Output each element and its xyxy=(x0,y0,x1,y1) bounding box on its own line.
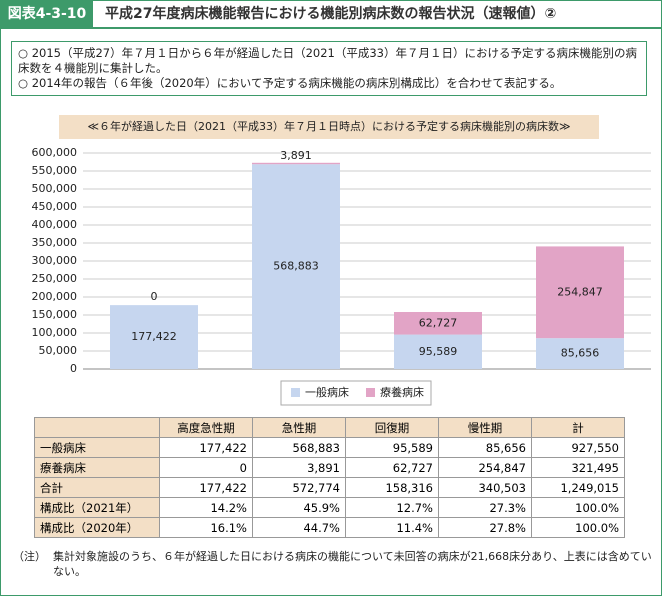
table-cell: 85,656 xyxy=(438,437,532,458)
footnote-label: （注） xyxy=(13,550,46,563)
table-cell: 321,495 xyxy=(531,457,625,478)
table-cell: 100.0% xyxy=(531,497,625,518)
table-cell: 177,422 xyxy=(159,477,253,498)
table-cell: 27.3% xyxy=(438,497,532,518)
corner-cell xyxy=(34,417,160,438)
table-cell: 14.2% xyxy=(159,497,253,518)
legend-label: 療養病床 xyxy=(380,385,424,399)
value-label: 62,727 xyxy=(419,316,458,329)
y-tick-label: 0 xyxy=(70,362,77,375)
column-header: 回復期 xyxy=(345,417,439,438)
table-cell: 340,503 xyxy=(438,477,532,498)
table-row: 構成比（2020年） 16.1% 44.7% 11.4% 27.8% 100.0% xyxy=(34,517,625,538)
table-cell: 16.1% xyxy=(159,517,253,538)
bar-segment xyxy=(394,312,482,335)
table-cell: 12.7% xyxy=(345,497,439,518)
value-label: 85,656 xyxy=(561,347,600,360)
table-cell: 254,847 xyxy=(438,457,532,478)
table-cell: 27.8% xyxy=(438,517,532,538)
value-label: 177,422 xyxy=(131,330,177,343)
row-header: 構成比（2021年） xyxy=(34,497,160,518)
column-header: 高度急性期 xyxy=(159,417,253,438)
notes: ○ 2015（平成27）年７月１日から６年が経過した日（2021（平成33）年７… xyxy=(11,41,647,96)
table-cell: 177,422 xyxy=(159,437,253,458)
legend-box xyxy=(280,380,432,406)
table-cell: 11.4% xyxy=(345,517,439,538)
bar-segment xyxy=(110,305,198,369)
row-header: 構成比（2020年） xyxy=(34,517,160,538)
table-wrap: 高度急性期 急性期 回復期 慢性期計一般病床 177,422 568,883 95,589 8… xyxy=(34,417,625,538)
value-label: 0 xyxy=(151,290,158,303)
chart-title-box xyxy=(59,115,599,139)
table-cell: 62,727 xyxy=(345,457,439,478)
y-tick-label: 350,000 xyxy=(32,236,78,249)
column-header: 計 xyxy=(531,417,625,438)
table-cell: 1,249,015 xyxy=(531,477,625,498)
bar-segment xyxy=(252,162,340,165)
note: ○ 2015（平成27）年７月１日から６年が経過した日（2021（平成33）年７… xyxy=(18,46,637,75)
y-tick-label: 400,000 xyxy=(32,218,78,231)
bar-segment xyxy=(536,246,624,339)
footnote-text: 集計対象施設のうち、６年が経過した日における病床の機能について未回答の病床が21… xyxy=(53,550,652,578)
value-label: 95,589 xyxy=(419,345,458,358)
legend-swatch xyxy=(291,388,300,397)
table-cell: 927,550 xyxy=(531,437,625,458)
y-tick-label: 300,000 xyxy=(32,254,78,267)
y-tick-label: 550,000 xyxy=(32,164,78,177)
y-tick-label: 50,000 xyxy=(39,344,78,357)
table-cell: 572,774 xyxy=(252,477,346,498)
table-row: 高度急性期 急性期 回復期 慢性期計 xyxy=(34,417,625,438)
legend-swatch xyxy=(366,388,375,397)
table-cell: 3,891 xyxy=(252,457,346,478)
y-tick-label: 450,000 xyxy=(32,200,78,213)
column-header: 慢性期 xyxy=(438,417,532,438)
footnote: （注） 集計対象施設のうち、６年が経過した日における病床の機能について未回答の病… xyxy=(13,549,653,579)
bar-segment xyxy=(536,338,624,369)
y-tick-label: 600,000 xyxy=(32,146,78,159)
value-label: 254,847 xyxy=(557,285,603,298)
table-cell: 158,316 xyxy=(345,477,439,498)
table-cell: 100.0% xyxy=(531,517,625,538)
data-table: 高度急性期 急性期 回復期 慢性期計一般病床 177,422 568,883 95,589 8… xyxy=(34,417,625,538)
bar-segment xyxy=(394,334,482,369)
table-cell: 44.7% xyxy=(252,517,346,538)
figure-title: 平成27年度病床機能報告における機能別病床数の報告状況（速報値）② xyxy=(105,6,557,22)
table-row: 一般病床 177,422 568,883 95,589 85,656 927,550 xyxy=(34,437,625,458)
figure-label: 図表4-3-10 xyxy=(1,1,93,27)
value-label: 3,891 xyxy=(280,149,312,162)
chart: ≪６年が経過した日（2021（平成33）年７月１日時点）における予定する病床機能… xyxy=(32,115,651,406)
y-tick-label: 250,000 xyxy=(32,272,78,285)
legend-label: 一般病床 xyxy=(305,385,349,399)
row-header: 合計 xyxy=(34,477,160,498)
y-tick-label: 150,000 xyxy=(32,308,78,321)
value-label: 568,883 xyxy=(273,260,319,273)
table-cell: 45.9% xyxy=(252,497,346,518)
y-tick-label: 200,000 xyxy=(32,290,78,303)
header-rule xyxy=(1,27,661,29)
row-header: 一般病床 xyxy=(34,437,160,458)
bar-segment xyxy=(252,164,340,369)
y-tick-label: 500,000 xyxy=(32,182,78,195)
table-cell: 95,589 xyxy=(345,437,439,458)
chart-title: ≪６年が経過した日（2021（平成33）年７月１日時点）における予定する病床機能… xyxy=(87,119,570,133)
column-header: 急性期 xyxy=(252,417,346,438)
y-tick-label: 100,000 xyxy=(32,326,78,339)
table-cell: 568,883 xyxy=(252,437,346,458)
note: ○ 2014年の報告（６年後（2020年）において予定する病床機能の病床別構成比… xyxy=(18,76,562,90)
table-cell: 0 xyxy=(159,457,253,478)
table-row: 構成比（2021年） 14.2% 45.9% 12.7% 27.3% 100.0% xyxy=(34,497,625,518)
table-row: 療養病床 0 3,891 62,727 254,847 321,495 xyxy=(34,457,625,478)
table-row: 合計 177,422 572,774 158,316 340,503 1,249,015 xyxy=(34,477,625,498)
row-header: 療養病床 xyxy=(34,457,160,478)
